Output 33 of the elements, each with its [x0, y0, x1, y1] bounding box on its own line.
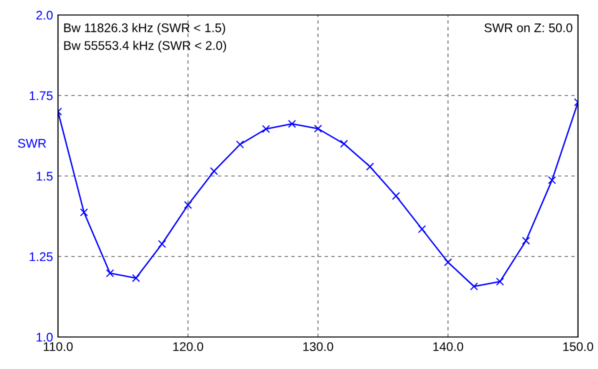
point — [340, 140, 348, 148]
y-tick-label: 1.75 — [30, 91, 53, 100]
point — [496, 278, 504, 286]
annotation: Bw 11826.3 kHz (SWR < 1.5) — [64, 23, 226, 35]
point — [236, 140, 244, 148]
y-tick-label: 1.5 — [36, 172, 53, 181]
point — [366, 162, 374, 171]
point — [106, 269, 114, 278]
point — [418, 225, 426, 234]
annotation: Bw 55553.4 kHz (SWR < 2.0) — [64, 40, 226, 52]
x-tick-label: 110.0 — [44, 342, 73, 352]
y-axis-title: SWR — [18, 138, 46, 148]
point — [210, 167, 218, 176]
point — [392, 192, 400, 200]
x-tick-label: 150.0 — [563, 342, 594, 352]
point — [288, 120, 296, 128]
x-tick-label: 130.0 — [303, 342, 334, 352]
point — [158, 240, 166, 248]
point — [80, 208, 88, 216]
y-tick-label: 1.0 — [36, 332, 53, 342]
x-tick-label: 140.0 — [433, 342, 464, 352]
annotation: SWR on Z: 50.0 — [484, 23, 572, 32]
point — [522, 236, 530, 245]
point — [444, 258, 452, 266]
point — [262, 124, 270, 134]
point — [548, 176, 556, 184]
point — [314, 124, 322, 133]
y-tick-label: 2.0 — [36, 10, 53, 20]
point — [470, 282, 478, 290]
x-tick-label: 120.0 — [173, 342, 204, 352]
point — [132, 274, 140, 282]
point — [184, 200, 192, 210]
y-tick-label: 1.25 — [30, 252, 53, 262]
